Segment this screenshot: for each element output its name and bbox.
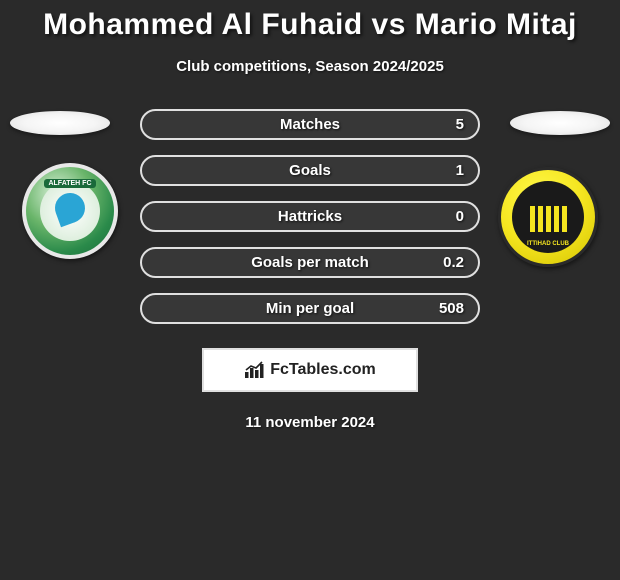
badge-left-label: ALFATEH FC: [44, 179, 95, 188]
comparison-panel: ALFATEH FC ITTIHAD CLUB Matches 5 Goals …: [0, 109, 620, 431]
stat-value: 0: [456, 208, 464, 225]
stats-list: Matches 5 Goals 1 Hattricks 0 Goals per …: [140, 109, 480, 324]
club-badge-left-inner: ALFATEH FC: [40, 181, 100, 241]
stat-value: 5: [456, 116, 464, 133]
stat-row: Goals per match 0.2: [140, 247, 480, 278]
flag-left: [10, 111, 110, 135]
badge-right-stripes-icon: [530, 206, 567, 232]
bar-chart-icon: [244, 361, 266, 379]
stat-value: 508: [439, 300, 464, 317]
page-title: Mohammed Al Fuhaid vs Mario Mitaj: [0, 0, 620, 42]
stat-label: Goals per match: [142, 254, 478, 271]
brand-text: FcTables.com: [270, 361, 376, 379]
stat-row: Goals 1: [140, 155, 480, 186]
stat-label: Min per goal: [142, 300, 478, 317]
stat-value: 1: [456, 162, 464, 179]
flag-right: [510, 111, 610, 135]
stat-row: Min per goal 508: [140, 293, 480, 324]
stat-label: Hattricks: [142, 208, 478, 225]
stat-label: Matches: [142, 116, 478, 133]
club-badge-right-inner: ITTIHAD CLUB: [512, 181, 584, 253]
subtitle: Club competitions, Season 2024/2025: [0, 58, 620, 75]
club-badge-right: ITTIHAD CLUB: [498, 167, 598, 267]
stat-value: 0.2: [443, 254, 464, 271]
badge-right-label: ITTIHAD CLUB: [527, 241, 569, 247]
brand-box: FcTables.com: [202, 348, 418, 392]
stat-row: Matches 5: [140, 109, 480, 140]
club-badge-left: ALFATEH FC: [22, 163, 118, 259]
date-label: 11 november 2024: [0, 414, 620, 431]
stat-label: Goals: [142, 162, 478, 179]
stat-row: Hattricks 0: [140, 201, 480, 232]
